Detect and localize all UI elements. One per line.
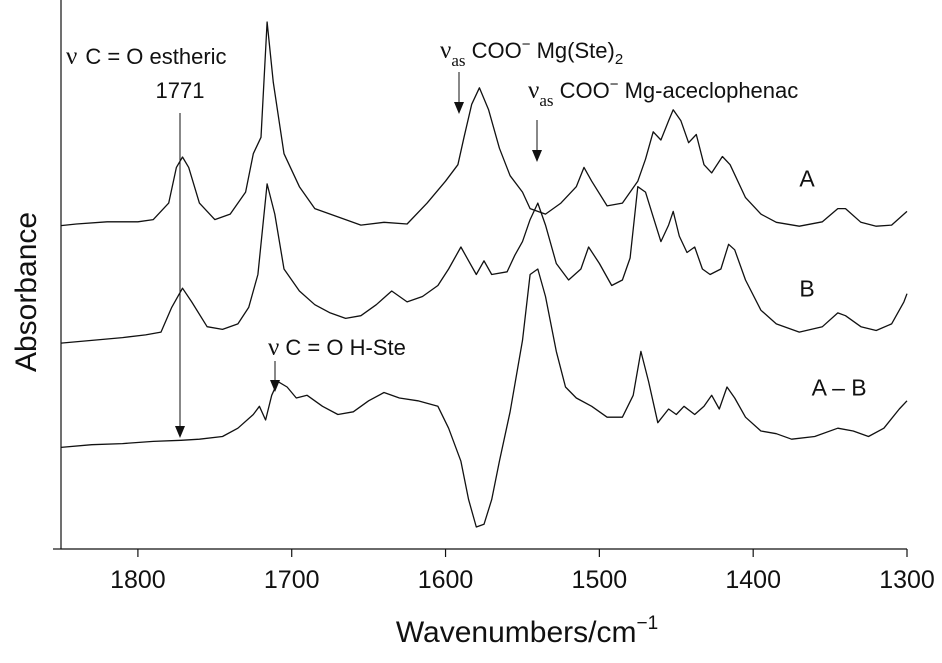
annotation-c-o-estheric-line1: ν C = O estheric — [66, 43, 227, 70]
x-axis-label-text: Wavenumbers/cm — [396, 616, 637, 649]
x-tick-label: 1400 — [725, 566, 781, 594]
x-tick-label: 1800 — [110, 566, 166, 594]
subscript-as: as — [451, 51, 465, 70]
x-axis-ticks: 1800 1700 1600 1500 1400 1300 — [110, 549, 935, 594]
annotation-vas-mg-ste-label: νas COO− Mg(Ste)2 — [440, 36, 623, 70]
nu-symbol: ν — [66, 43, 77, 70]
annotation-c-o-h-ste-text: C = O H-Ste — [279, 335, 406, 360]
series-label-1: B — [799, 275, 814, 301]
annotation-vas-mg-ste-text: Mg(Ste) — [530, 38, 614, 63]
annotation-c-o-estheric-text: C = O estheric — [85, 44, 226, 69]
spectrum-trace-2 — [60, 268, 908, 528]
y-axis-label: Absorbance — [10, 212, 43, 372]
annotation-c-o-h-ste-label: ν C = O H-Ste — [268, 334, 406, 361]
nu-symbol: ν — [268, 334, 279, 361]
annotation-c-o-estheric-line2: 1771 — [156, 78, 205, 103]
x-tick-label: 1300 — [879, 566, 935, 594]
annotation-vas-mg-aceclofenac-label: νas COO− Mg-aceclophenac — [528, 76, 798, 110]
x-axis-label: Wavenumbers/cm−1 — [396, 613, 658, 649]
x-tick-label: 1600 — [418, 566, 474, 594]
x-axis-label-superscript: −1 — [636, 613, 658, 634]
x-tick-label: 1700 — [264, 566, 320, 594]
spectra-traces — [60, 21, 908, 528]
annotation-c-o-h-ste-arrowhead — [270, 380, 280, 392]
annotation-c-o-estheric-arrowhead — [175, 426, 185, 438]
subscript-2: 2 — [615, 51, 623, 68]
annotation-c-o-h-ste: ν C = O H-Ste — [268, 334, 406, 392]
series-label-2: A – B — [812, 374, 867, 400]
annotation-c-o-estheric: ν C = O estheric 1771 — [66, 43, 227, 438]
annotation-vas-mg-ste: νas COO− Mg(Ste)2 — [440, 36, 623, 114]
nu-symbol: ν — [528, 77, 539, 104]
series-labels: A B A – B — [799, 166, 866, 401]
subscript-as: as — [539, 91, 553, 110]
superscript-minus: − — [522, 36, 531, 53]
annotation-vas-mg-ste-coo: COO — [465, 38, 521, 63]
annotation-vas-mg-aceclofenac-text: Mg-aceclophenac — [618, 78, 798, 103]
annotation-vas-mg-aceclofenac-arrowhead — [532, 150, 542, 162]
annotation-vas-mg-aceclofenac-coo: COO — [553, 78, 609, 103]
superscript-minus: − — [610, 76, 619, 93]
spectrum-trace-1 — [60, 183, 908, 344]
series-label-0: A — [799, 166, 815, 192]
nu-symbol: ν — [440, 37, 451, 64]
annotation-vas-mg-ste-arrowhead — [454, 102, 464, 114]
annotation-vas-mg-aceclofenac: νas COO− Mg-aceclophenac — [528, 76, 798, 162]
x-tick-label: 1500 — [572, 566, 628, 594]
spectrum-trace-0 — [60, 21, 908, 227]
